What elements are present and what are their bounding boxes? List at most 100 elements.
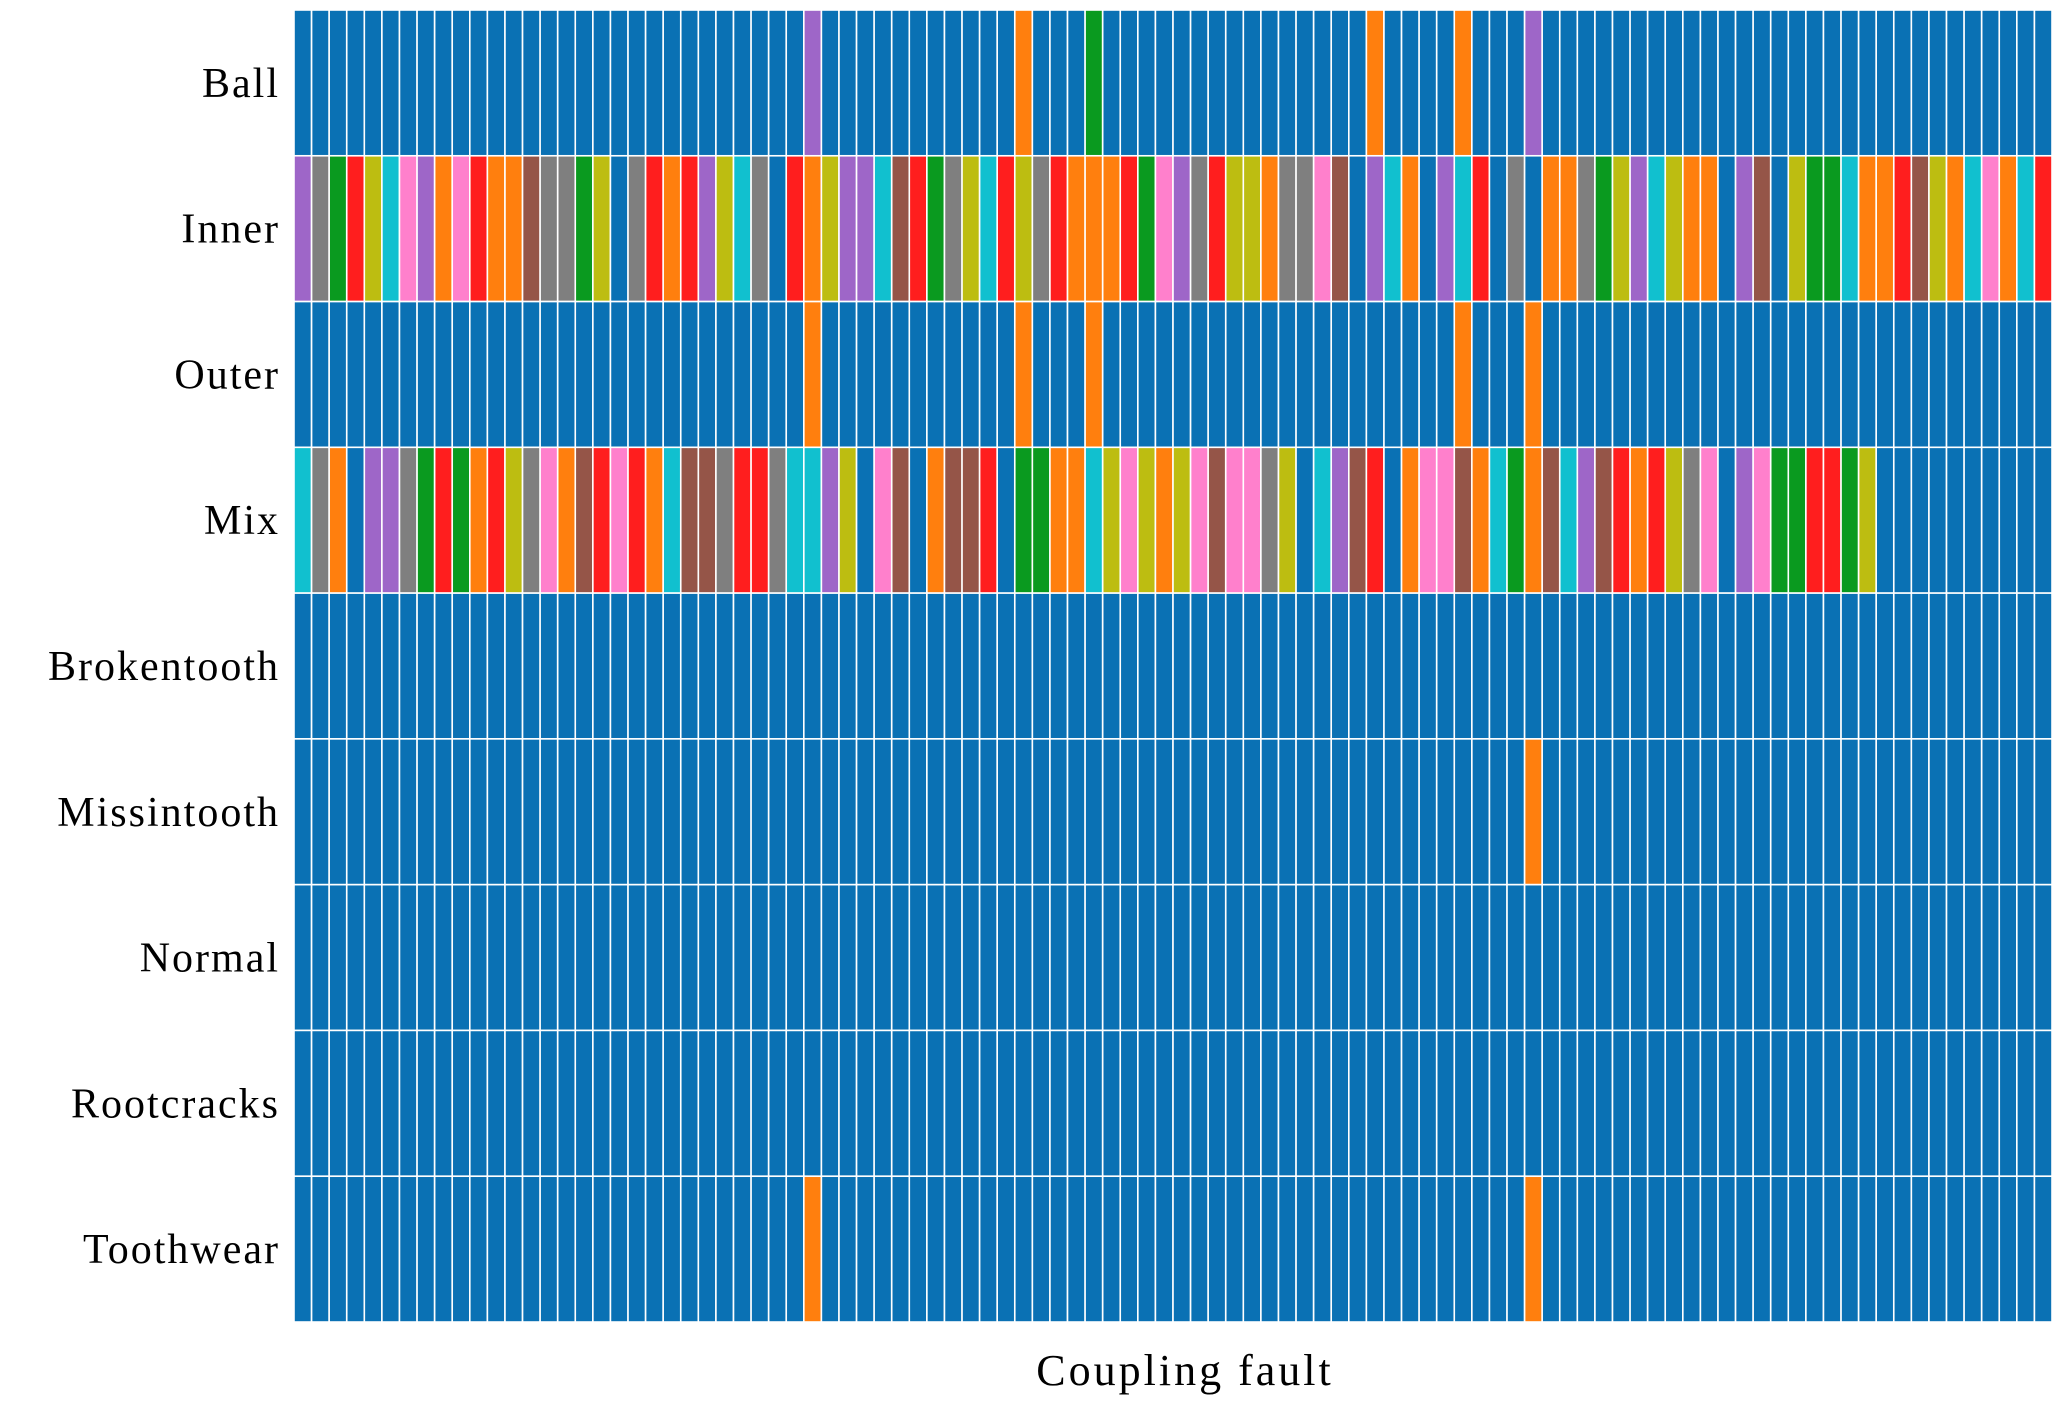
heatmap-cell-inner-36 — [926, 154, 946, 303]
heatmap-cell-ball-74 — [1594, 9, 1614, 157]
heatmap-cell-outer-77 — [1646, 300, 1667, 449]
heatmap-cell-toothwear-44 — [1066, 1175, 1086, 1323]
heatmap-cell-rootcracks-40 — [996, 1029, 1016, 1178]
heatmap-cell-ball-13 — [521, 9, 541, 157]
heatmap-cell-rootcracks-55 — [1260, 1029, 1280, 1178]
heatmap-cell-brokentooth-90 — [1875, 592, 1895, 740]
heatmap-cell-toothwear-1 — [310, 1175, 330, 1323]
heatmap-cell-toothwear-80 — [1699, 1175, 1719, 1323]
heatmap-cell-brokentooth-69 — [1506, 592, 1526, 740]
heatmap-cell-inner-45 — [1084, 154, 1104, 303]
heatmap-cell-inner-85 — [1787, 154, 1807, 303]
heatmap-cell-outer-89 — [1857, 300, 1877, 449]
heatmap-cell-ball-70 — [1523, 9, 1543, 157]
heatmap-cell-missintooth-41 — [1013, 738, 1034, 886]
heatmap-cell-mix-8 — [433, 446, 454, 594]
heatmap-cell-brokentooth-84 — [1769, 592, 1790, 740]
heatmap-cell-inner-54 — [1242, 154, 1262, 303]
heatmap-cell-missintooth-86 — [1805, 738, 1825, 886]
heatmap-cell-mix-31 — [838, 446, 858, 594]
heatmap-cell-rootcracks-89 — [1857, 1029, 1877, 1178]
heatmap-cell-inner-94 — [1945, 154, 1965, 303]
heatmap-cell-outer-87 — [1822, 300, 1842, 449]
heatmap-cell-outer-48 — [1137, 300, 1157, 449]
heatmap-cell-rootcracks-44 — [1066, 1029, 1086, 1178]
heatmap-cell-inner-16 — [574, 154, 594, 303]
heatmap-cell-rootcracks-36 — [926, 1029, 946, 1178]
heatmap-cell-normal-46 — [1101, 883, 1122, 1032]
heatmap-cell-toothwear-31 — [838, 1175, 858, 1323]
heatmap-cell-inner-17 — [592, 154, 612, 303]
heatmap-cell-normal-24 — [715, 883, 735, 1032]
heatmap-cell-toothwear-47 — [1119, 1175, 1139, 1323]
heatmap-cell-brokentooth-94 — [1945, 592, 1965, 740]
heatmap-cell-mix-97 — [1998, 446, 2018, 594]
heatmap-cell-inner-93 — [1928, 154, 1948, 303]
heatmap-cell-brokentooth-26 — [750, 592, 770, 740]
heatmap-cell-toothwear-60 — [1348, 1175, 1368, 1323]
heatmap-cell-brokentooth-81 — [1717, 592, 1737, 740]
heatmap-cell-inner-51 — [1189, 154, 1209, 303]
heatmap-cell-outer-7 — [416, 300, 436, 449]
heatmap-cell-brokentooth-64 — [1418, 592, 1438, 740]
heatmap-cell-brokentooth-96 — [1980, 592, 2001, 740]
heatmap-cell-outer-32 — [855, 300, 875, 449]
heatmap-cell-outer-75 — [1611, 300, 1631, 449]
heatmap-cell-outer-99 — [2033, 300, 2053, 449]
heatmap-cell-mix-72 — [1558, 446, 1579, 594]
heatmap-cell-outer-8 — [433, 300, 454, 449]
heatmap-cell-outer-33 — [873, 300, 893, 449]
heatmap-cell-outer-54 — [1242, 300, 1262, 449]
heatmap-cell-mix-83 — [1752, 446, 1772, 594]
heatmap-cell-toothwear-15 — [556, 1175, 577, 1323]
heatmap-cell-brokentooth-46 — [1101, 592, 1122, 740]
heatmap-cell-inner-15 — [556, 154, 577, 303]
heatmap-cell-mix-52 — [1207, 446, 1227, 594]
heatmap-cell-inner-73 — [1576, 154, 1596, 303]
heatmap-cell-missintooth-34 — [890, 738, 911, 886]
heatmap-cell-ball-52 — [1207, 9, 1227, 157]
heatmap-cell-brokentooth-4 — [363, 592, 383, 740]
heatmap-cell-missintooth-96 — [1980, 738, 2001, 886]
heatmap-cell-inner-84 — [1769, 154, 1790, 303]
heatmap-cell-mix-85 — [1787, 446, 1807, 594]
heatmap-cell-inner-55 — [1260, 154, 1280, 303]
heatmap-cell-toothwear-62 — [1383, 1175, 1403, 1323]
heatmap-cell-ball-20 — [644, 9, 664, 157]
heatmap-cell-normal-50 — [1172, 883, 1192, 1032]
heatmap-cell-mix-86 — [1805, 446, 1825, 594]
heatmap-cell-ball-88 — [1840, 9, 1860, 157]
heatmap-cell-outer-65 — [1435, 300, 1456, 449]
heatmap-cell-ball-51 — [1189, 9, 1209, 157]
heatmap-cell-ball-89 — [1857, 9, 1877, 157]
heatmap-cell-missintooth-27 — [767, 738, 788, 886]
heatmap-cell-mix-50 — [1172, 446, 1192, 594]
heatmap-cell-toothwear-22 — [679, 1175, 700, 1323]
heatmap-cell-toothwear-89 — [1857, 1175, 1877, 1323]
heatmap-cell-brokentooth-83 — [1752, 592, 1772, 740]
heatmap-cell-rootcracks-75 — [1611, 1029, 1631, 1178]
heatmap-cell-ball-45 — [1084, 9, 1104, 157]
heatmap-cell-mix-70 — [1523, 446, 1543, 594]
heatmap-cell-missintooth-20 — [644, 738, 664, 886]
heatmap-cell-brokentooth-61 — [1365, 592, 1385, 740]
heatmap-cell-outer-72 — [1558, 300, 1579, 449]
heatmap-cell-toothwear-76 — [1629, 1175, 1649, 1323]
heatmap-cell-missintooth-30 — [820, 738, 840, 886]
heatmap-cell-rootcracks-72 — [1558, 1029, 1579, 1178]
heatmap-cell-rootcracks-1 — [310, 1029, 330, 1178]
heatmap-cell-missintooth-74 — [1594, 738, 1614, 886]
heatmap-cell-ball-11 — [486, 9, 506, 157]
heatmap-cell-mix-40 — [996, 446, 1016, 594]
heatmap-cell-rootcracks-30 — [820, 1029, 840, 1178]
heatmap-cell-missintooth-56 — [1277, 738, 1297, 886]
heatmap-cell-toothwear-24 — [715, 1175, 735, 1323]
heatmap-cell-inner-92 — [1910, 154, 1930, 303]
heatmap-cell-normal-69 — [1506, 883, 1526, 1032]
heatmap-cell-mix-43 — [1049, 446, 1069, 594]
heatmap-cell-outer-83 — [1752, 300, 1772, 449]
heatmap-cell-normal-56 — [1277, 883, 1297, 1032]
heatmap-cell-toothwear-95 — [1963, 1175, 1983, 1323]
heatmap-cell-normal-91 — [1892, 883, 1913, 1032]
heatmap-cell-brokentooth-66 — [1453, 592, 1473, 740]
